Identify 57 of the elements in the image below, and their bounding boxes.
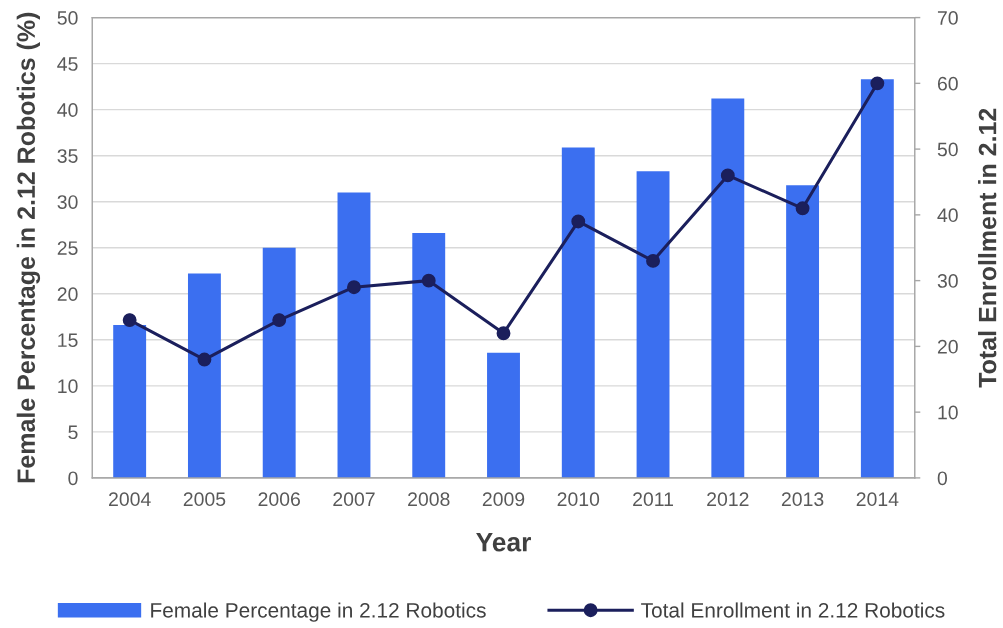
point bbox=[421, 273, 436, 288]
y2-tick-label: 50 bbox=[937, 142, 958, 157]
bar bbox=[187, 273, 221, 478]
y2-tick-label: 60 bbox=[937, 76, 958, 91]
legend-label: Total Enrollment in 2.12 Robotics bbox=[641, 602, 945, 618]
y2-tick-label: 20 bbox=[937, 339, 958, 354]
bar bbox=[636, 171, 670, 478]
y-tick-label: 15 bbox=[58, 333, 78, 348]
y-tick-label: 25 bbox=[57, 241, 78, 255]
y-axis-title: Female Percentage in 2.12 Robotics (%) bbox=[16, 12, 41, 483]
y2-axis-title: Total Enrollment in 2.12 bbox=[978, 108, 997, 388]
y-tick-label: 35 bbox=[57, 149, 78, 163]
x-tick-label: 2011 bbox=[633, 492, 674, 507]
point bbox=[795, 201, 810, 216]
x-tick-label: 2010 bbox=[557, 492, 600, 507]
y2-tick-label: 10 bbox=[938, 405, 958, 420]
x-tick-label: 2007 bbox=[333, 492, 375, 507]
x-tick-label: 2012 bbox=[707, 492, 749, 507]
point bbox=[720, 168, 735, 183]
point bbox=[870, 76, 885, 91]
bar bbox=[786, 185, 820, 478]
y2-tick-label: 70 bbox=[937, 11, 958, 25]
x-tick-label: 2005 bbox=[183, 492, 226, 507]
x-tick-label: 2006 bbox=[258, 492, 300, 507]
y2-tick-label: 30 bbox=[937, 274, 958, 288]
point bbox=[496, 326, 511, 341]
y-tick-label: 0 bbox=[68, 471, 78, 486]
y-tick-label: 5 bbox=[68, 425, 78, 440]
point bbox=[122, 313, 137, 328]
x-tick-label: 2004 bbox=[109, 492, 151, 507]
x-tick-label: 2008 bbox=[408, 492, 450, 507]
y-tick-label: 40 bbox=[57, 103, 78, 117]
bar bbox=[711, 98, 745, 478]
y-tick-label: 50 bbox=[57, 11, 78, 25]
bar bbox=[113, 325, 147, 478]
point bbox=[272, 313, 287, 328]
x-axis-title: Year bbox=[476, 533, 531, 552]
bar bbox=[412, 233, 446, 478]
y2-tick-label: 40 bbox=[937, 208, 958, 223]
y-tick-label: 10 bbox=[58, 379, 78, 394]
point bbox=[347, 280, 361, 295]
y-tick-label: 30 bbox=[57, 195, 78, 209]
bar bbox=[860, 79, 894, 478]
point bbox=[646, 253, 660, 268]
y-tick-label: 20 bbox=[57, 287, 78, 302]
point bbox=[571, 214, 586, 229]
x-tick-label: 2013 bbox=[781, 492, 824, 507]
x-tick-label: 2014 bbox=[856, 492, 899, 507]
bar bbox=[337, 192, 371, 478]
x-tick-label: 2009 bbox=[482, 492, 525, 507]
y2-tick-label: 0 bbox=[937, 471, 948, 486]
point bbox=[197, 352, 212, 367]
legend-label: Female Percentage in 2.12 Robotics bbox=[151, 602, 486, 622]
bar bbox=[487, 352, 520, 478]
bar bbox=[262, 247, 296, 478]
bar bbox=[561, 147, 595, 478]
y-tick-label: 45 bbox=[57, 57, 78, 71]
